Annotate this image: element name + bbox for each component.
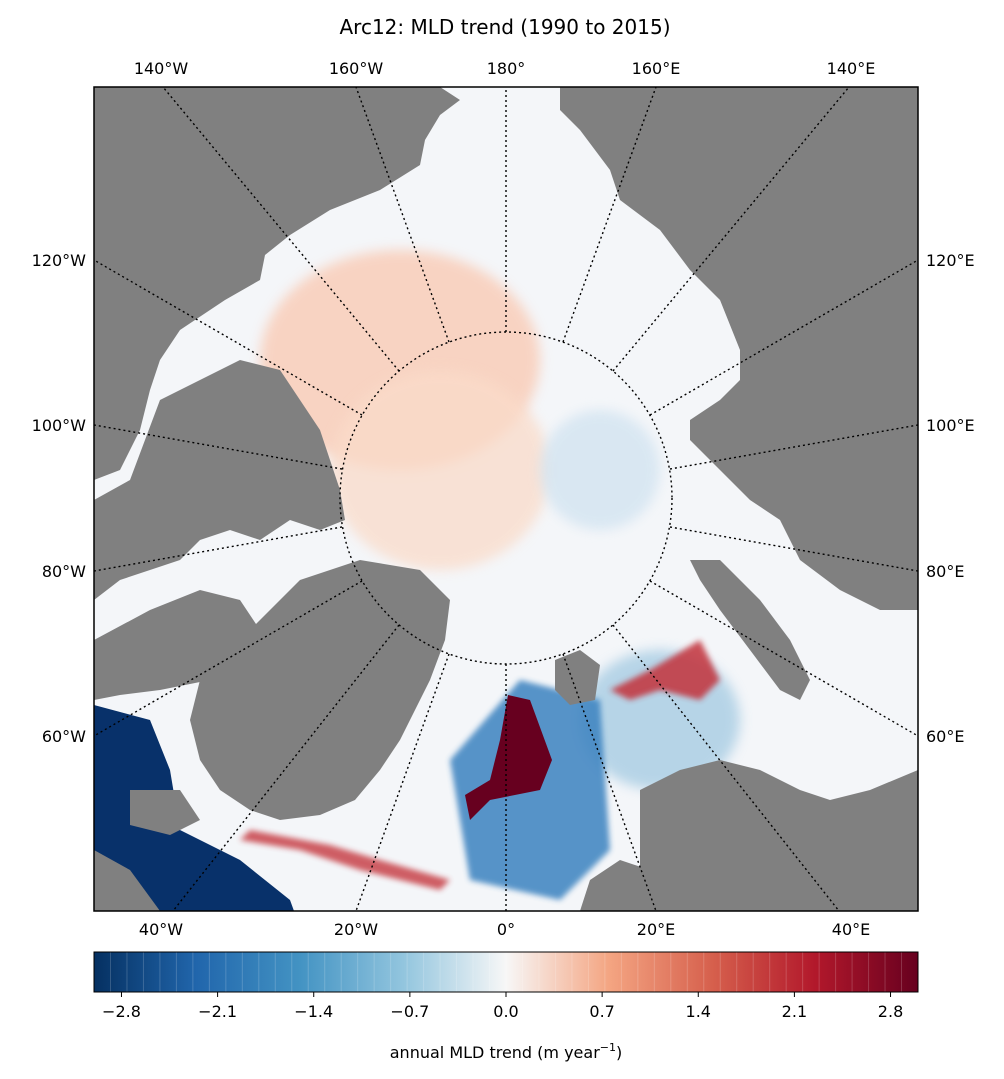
meridian-60w xyxy=(94,580,363,737)
land-greenland xyxy=(190,560,450,820)
positive-anomaly-barents-front xyxy=(610,640,720,700)
colorbar: −2.8 −2.1 −1.4 −0.7 0.0 0.7 1.4 2.1 2.8 annual M… xyxy=(93,951,919,1062)
label-right-80e: 80°E xyxy=(926,562,964,581)
colorbar-tick-label: 0.0 xyxy=(493,1002,518,1021)
land-canadian-archipelago xyxy=(94,360,345,600)
colorbar-tick-label: 1.4 xyxy=(686,1002,711,1021)
figure-title: Arc12: MLD trend (1990 to 2015) xyxy=(339,15,670,39)
graticule-labels-top: 140°W 160°W 180° 160°E 140°E xyxy=(134,59,876,78)
mld-trend-field xyxy=(94,250,740,911)
label-bottom-0: 0° xyxy=(497,920,515,939)
land-mass xyxy=(94,87,918,911)
meridian-40w xyxy=(172,624,400,911)
land-east-siberia xyxy=(560,87,918,610)
meridian-80w xyxy=(94,526,343,572)
negative-anomaly-eurasian xyxy=(540,410,660,530)
colorbar-tick-label: −1.4 xyxy=(294,1002,333,1021)
meridian-120e xyxy=(649,259,918,416)
label-right-60e: 60°E xyxy=(926,727,964,746)
meridian-20w xyxy=(355,653,450,911)
label-top-180: 180° xyxy=(487,59,526,78)
map-frame xyxy=(93,86,919,912)
meridian-100e xyxy=(669,424,918,470)
label-right-100e: 100°E xyxy=(926,416,975,435)
negative-anomaly-labrador xyxy=(94,705,294,911)
colorbar-ticks: −2.8 −2.1 −1.4 −0.7 0.0 0.7 1.4 2.1 2.8 xyxy=(102,992,903,1021)
land-novaya-zemlya xyxy=(690,560,810,700)
meridian-120w xyxy=(94,259,363,416)
colorbar-tick-label: 0.7 xyxy=(589,1002,614,1021)
label-top-160e: 160°E xyxy=(632,59,681,78)
colorbar-label-exponent: −1 xyxy=(600,1041,616,1054)
meridian-160e xyxy=(562,87,657,343)
label-top-160w: 160°W xyxy=(329,59,384,78)
land-scandinavia-kola xyxy=(640,760,918,911)
graticule-labels-left: 120°W 100°W 80°W 60°W xyxy=(32,251,87,746)
label-left-80w: 80°W xyxy=(42,562,86,581)
meridian-80e xyxy=(669,526,918,572)
colorbar-tick-label: 2.1 xyxy=(782,1002,807,1021)
colorbar-label-end: ) xyxy=(616,1043,622,1062)
label-top-140w: 140°W xyxy=(134,59,189,78)
label-left-100w: 100°W xyxy=(32,416,87,435)
meridian-100w xyxy=(94,424,343,470)
label-bottom-20w: 20°W xyxy=(334,920,378,939)
land-labrador xyxy=(94,850,160,911)
colorbar-tick-label: 2.8 xyxy=(878,1002,903,1021)
colorbar-tick-label: −2.8 xyxy=(102,1002,141,1021)
positive-anomaly-irminger-front xyxy=(240,830,450,890)
colorbar-level-dividers xyxy=(109,952,903,992)
label-right-120e: 120°E xyxy=(926,251,975,270)
meridian-140w xyxy=(162,87,400,372)
label-bottom-20e: 20°E xyxy=(637,920,675,939)
meridian-140e xyxy=(612,87,850,372)
positive-anomaly-pole xyxy=(330,370,550,570)
meridian-160w xyxy=(355,87,450,343)
colorbar-label-main: annual MLD trend (m year xyxy=(390,1043,600,1062)
colorbar-tick-label: −2.1 xyxy=(198,1002,237,1021)
label-left-60w: 60°W xyxy=(42,727,86,746)
land-alaska-chukotka-north xyxy=(94,87,460,480)
land-norway-coast xyxy=(580,860,660,911)
meridian-20e xyxy=(562,653,657,911)
positive-anomaly-greenland-sea xyxy=(465,695,552,820)
label-top-140e: 140°E xyxy=(827,59,876,78)
meridian-60e xyxy=(649,580,918,737)
meridian-40e xyxy=(612,624,840,911)
colorbar-label: annual MLD trend (m year−1) xyxy=(390,1041,623,1062)
graticule-labels-right: 120°E 100°E 80°E 60°E xyxy=(926,251,975,746)
colorbar-tick-label: −0.7 xyxy=(390,1002,429,1021)
colorbar-gradient xyxy=(94,952,918,992)
label-bottom-40w: 40°W xyxy=(139,920,183,939)
graticule-labels-bottom: 40°W 20°W 0° 20°E 40°E xyxy=(139,920,870,939)
land-iceland xyxy=(130,790,200,835)
label-left-120w: 120°W xyxy=(32,251,87,270)
label-bottom-40e: 40°E xyxy=(832,920,870,939)
